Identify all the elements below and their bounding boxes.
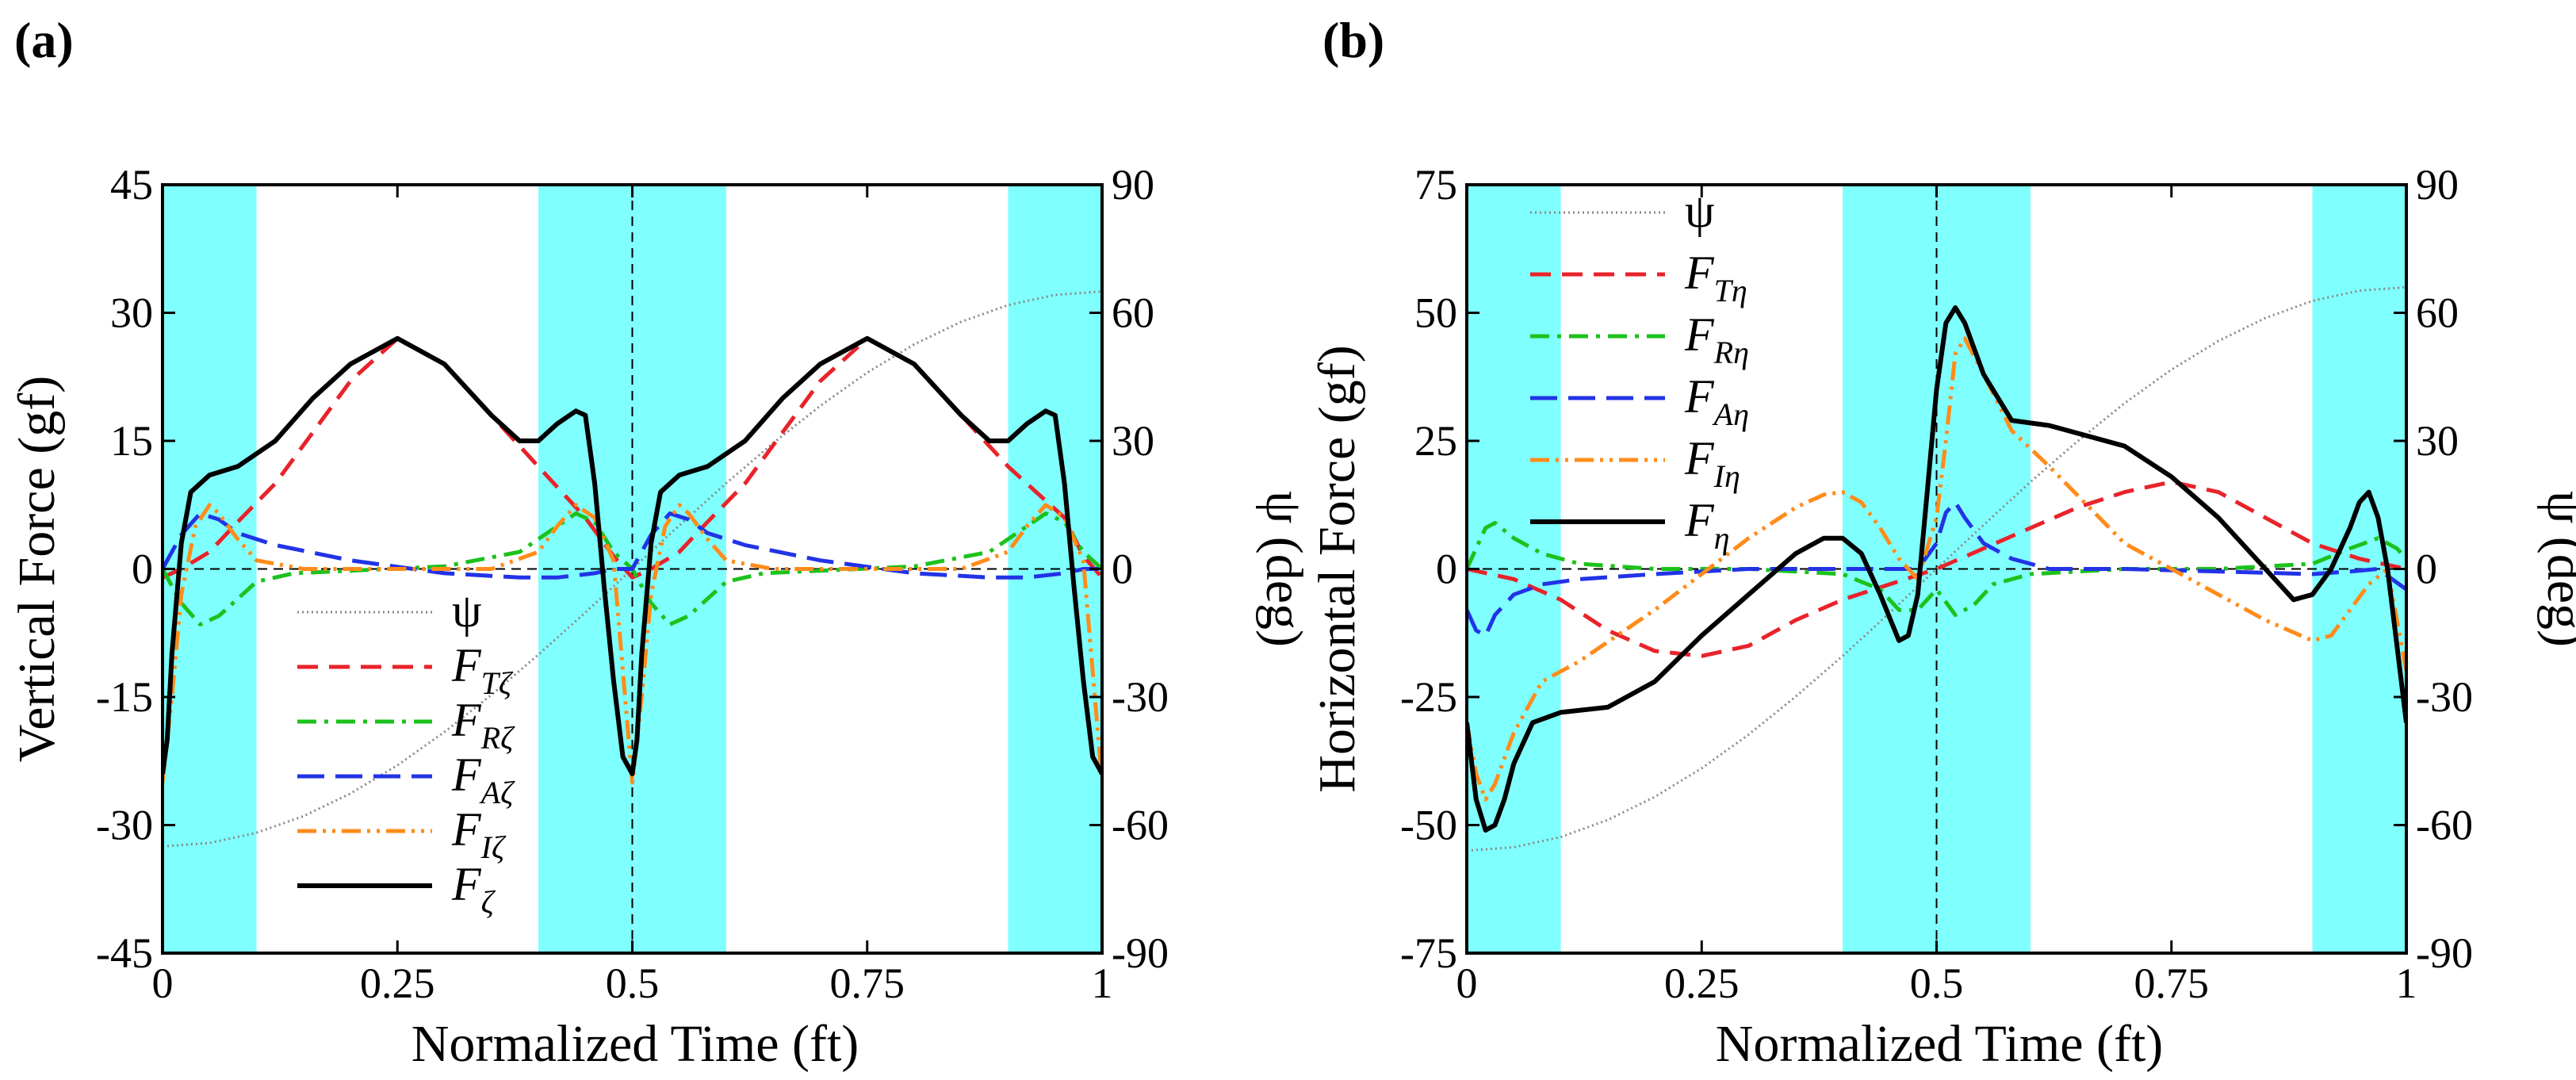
y2-tick-label: 90 <box>2416 161 2459 209</box>
y2-axis-title: ψ (deg) <box>1255 491 1313 647</box>
y2-tick-label: 0 <box>1112 546 1133 593</box>
series-psi <box>1467 285 2406 852</box>
y2-tick-label: -90 <box>1112 929 1169 977</box>
legend-label-f-tzeta: FTζ <box>451 639 514 701</box>
legend-label-f-ieta: FIη <box>1684 432 1740 494</box>
series-f-reta <box>1467 520 2406 618</box>
x-tick-label: 0 <box>152 959 174 1007</box>
y-tick-label: 45 <box>110 161 153 209</box>
series-layer <box>163 290 1102 848</box>
x-tick-label: 0.75 <box>830 959 905 1007</box>
x-tick-label: 0.5 <box>606 959 660 1007</box>
y2-tick-label: 90 <box>1112 161 1154 209</box>
y-tick-label: 75 <box>1414 161 1457 209</box>
x-tick-label: 0.25 <box>1664 959 1740 1007</box>
panel-label: (b) <box>1322 12 1384 68</box>
y2-tick-label: -60 <box>1112 802 1169 849</box>
x-axis-title: Normalized Time (ft) <box>1716 1015 2164 1073</box>
y-tick-label: 50 <box>1414 289 1457 337</box>
y-tick-label: 0 <box>132 546 153 593</box>
legend-label-psi: ψ <box>452 584 482 637</box>
series-f-azeta <box>163 511 1102 580</box>
ticks-layer: 0 0.25 0.5 0.75 1 -45 -30 -15 0 15 30 45 -90 -60 -30 0 3… <box>96 161 1169 1007</box>
legend-label-f-rzeta: FRζ <box>451 694 515 756</box>
legend-label-psi: ψ <box>1685 185 1715 237</box>
x-tick-label: 1 <box>1092 959 1113 1007</box>
y2-tick-label: 60 <box>2416 289 2459 337</box>
y-tick-label: 30 <box>110 289 153 337</box>
y-tick-label: -15 <box>96 673 153 721</box>
y-tick-label: -25 <box>1400 673 1457 721</box>
series-f-ieta <box>1467 336 2406 802</box>
series-f-izeta <box>163 503 1102 785</box>
series-f-zeta <box>163 335 1102 776</box>
legend-label-f-reta: FRη <box>1684 308 1749 370</box>
chart-panel-a: (a) 0 0.25 0.5 0.75 1 -45 -30 -15 0 15 30 45 -90 -60 -… <box>8 12 1313 1073</box>
y-tick-label: -75 <box>1400 929 1457 977</box>
y-tick-label: -50 <box>1400 802 1457 849</box>
y2-tick-label: -90 <box>2416 929 2473 977</box>
legend-label-f-aeta: FAη <box>1684 370 1749 432</box>
y-tick-label: 0 <box>1436 546 1457 593</box>
y2-tick-label: 0 <box>2416 546 2437 593</box>
chart-panel-b: (b) 0 0.25 0.5 0.75 1 -75 -50 -25 0 25 50 75 -90 -60 -… <box>1308 12 2576 1073</box>
legend-label-f-izeta: FIζ <box>451 803 507 865</box>
y-tick-label: -30 <box>96 802 153 849</box>
legend-label-f-zeta: Fζ <box>451 858 496 920</box>
y-axis-title: Horizontal Force (gf) <box>1308 345 1366 792</box>
legend-label-f-teta: FTη <box>1684 247 1747 308</box>
y2-tick-label: 30 <box>1112 417 1154 465</box>
series-f-eta <box>1467 305 2406 833</box>
x-tick-label: 0.25 <box>360 959 435 1007</box>
y2-tick-label: 30 <box>2416 417 2459 465</box>
legend-label-f-azeta: FAζ <box>451 749 515 810</box>
y2-tick-label: -30 <box>2416 673 2473 721</box>
series-f-teta <box>1467 480 2406 658</box>
legend-label-f-eta: Fη <box>1684 494 1730 556</box>
y-tick-label: 15 <box>110 417 153 465</box>
series-psi <box>163 290 1102 848</box>
x-tick-label: 0.75 <box>2134 959 2210 1007</box>
x-tick-label: 1 <box>2396 959 2417 1007</box>
ticks-layer: 0 0.25 0.5 0.75 1 -75 -50 -25 0 25 50 75 -90 -60 -30 0 3… <box>1400 161 2473 1007</box>
x-tick-label: 0.5 <box>1910 959 1964 1007</box>
series-f-aeta <box>1467 500 2406 638</box>
y-tick-label: 25 <box>1414 417 1457 465</box>
series-f-tzeta <box>163 336 1102 580</box>
y-axis-title: Vertical Force (gf) <box>8 376 66 762</box>
y-tick-label: -45 <box>96 929 153 977</box>
x-tick-label: 0 <box>1456 959 1478 1007</box>
x-axis-title: Normalized Time (ft) <box>411 1015 859 1073</box>
y2-axis-title: ψ (deg) <box>2536 491 2576 647</box>
y2-tick-label: -30 <box>1112 673 1169 721</box>
panel-label: (a) <box>14 12 74 68</box>
series-layer <box>1467 285 2406 852</box>
y2-tick-label: 60 <box>1112 289 1154 337</box>
y2-tick-label: -60 <box>2416 802 2473 849</box>
